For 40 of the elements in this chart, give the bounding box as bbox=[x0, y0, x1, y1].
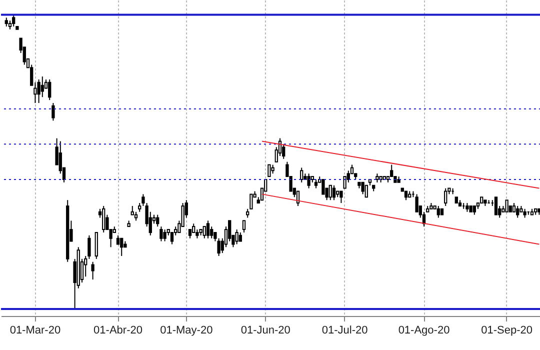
x-tick-label: 01-Abr-20 bbox=[94, 324, 142, 336]
candlestick bbox=[48, 78, 52, 101]
candlestick bbox=[163, 228, 166, 242]
candlestick bbox=[37, 78, 40, 104]
candlestick bbox=[268, 164, 271, 178]
candlestick bbox=[361, 182, 364, 195]
candlestick bbox=[242, 220, 246, 233]
candlestick bbox=[340, 190, 343, 204]
x-tick-label: 01-Jul-20 bbox=[322, 324, 368, 336]
candlestick bbox=[328, 184, 332, 201]
x-tick-label: 01-Jun-20 bbox=[240, 324, 290, 336]
candlestick bbox=[516, 205, 520, 218]
candlestick bbox=[332, 184, 336, 201]
candlestick bbox=[156, 214, 160, 228]
candlestick bbox=[444, 188, 448, 206]
candlestick bbox=[40, 76, 44, 98]
candlestick bbox=[436, 205, 440, 218]
candlestick bbox=[160, 226, 163, 242]
candlestick bbox=[296, 190, 300, 206]
candlestick bbox=[322, 178, 325, 195]
candlestick bbox=[210, 226, 214, 239]
candlestick bbox=[102, 205, 106, 233]
candlestick bbox=[202, 226, 206, 239]
candlestick bbox=[235, 228, 238, 245]
x-tick-label: 01-Sep-20 bbox=[481, 324, 532, 336]
candlestick bbox=[120, 238, 124, 256]
candlestick bbox=[12, 14, 16, 27]
candlestick bbox=[494, 196, 498, 216]
x-tick-label: 01-Mar-20 bbox=[10, 324, 61, 336]
x-tick-label: 01-Ago-20 bbox=[398, 324, 450, 336]
candlestick bbox=[364, 184, 368, 198]
candlestick bbox=[52, 102, 55, 122]
candlestick bbox=[94, 232, 98, 260]
candlestick bbox=[505, 200, 508, 212]
candlestick bbox=[300, 167, 304, 183]
x-tick-label: 01-May-20 bbox=[160, 324, 213, 336]
candlestick bbox=[91, 261, 94, 280]
candlestick bbox=[206, 220, 210, 239]
candlestick bbox=[307, 173, 310, 189]
candlestick bbox=[415, 194, 418, 212]
